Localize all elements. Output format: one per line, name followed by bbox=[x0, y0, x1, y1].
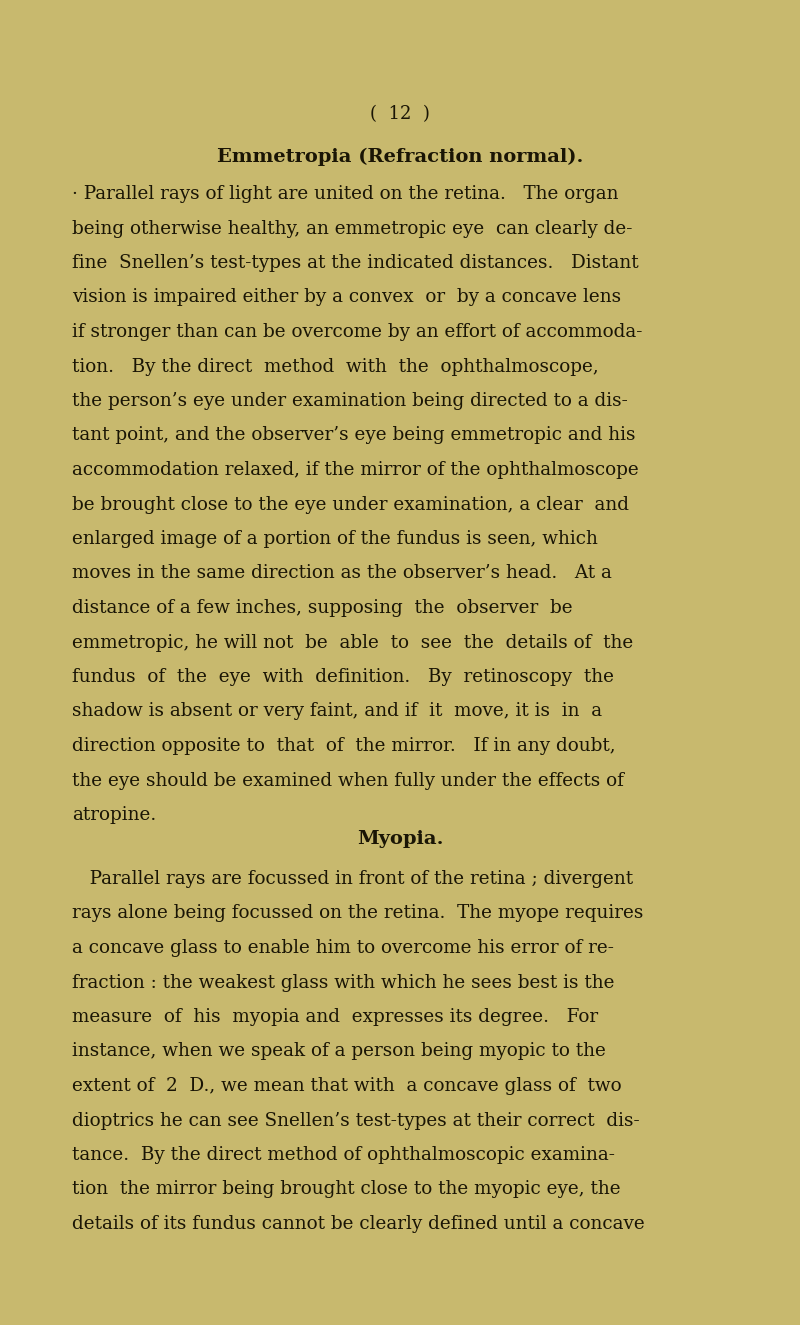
Text: distance of a few inches, supposing  the  observer  be: distance of a few inches, supposing the … bbox=[72, 599, 573, 617]
Text: instance, when we speak of a person being myopic to the: instance, when we speak of a person bein… bbox=[72, 1043, 606, 1060]
Text: Emmetropia (Refraction normal).: Emmetropia (Refraction normal). bbox=[217, 148, 583, 166]
Text: vision is impaired either by a convex  or  by a concave lens: vision is impaired either by a convex or… bbox=[72, 289, 621, 306]
Text: · Parallel rays of light are united on the retina.   The organ: · Parallel rays of light are united on t… bbox=[72, 186, 618, 203]
Text: enlarged image of a portion of the fundus is seen, which: enlarged image of a portion of the fundu… bbox=[72, 530, 598, 549]
Text: tion  the mirror being brought close to the myopic eye, the: tion the mirror being brought close to t… bbox=[72, 1181, 621, 1199]
Text: being otherwise healthy, an emmetropic eye  can clearly de-: being otherwise healthy, an emmetropic e… bbox=[72, 220, 632, 237]
Text: be brought close to the eye under examination, a clear  and: be brought close to the eye under examin… bbox=[72, 496, 629, 514]
Text: fraction : the weakest glass with which he sees best is the: fraction : the weakest glass with which … bbox=[72, 974, 614, 991]
Text: emmetropic, he will not  be  able  to  see  the  details of  the: emmetropic, he will not be able to see t… bbox=[72, 633, 634, 652]
Text: the person’s eye under examination being directed to a dis-: the person’s eye under examination being… bbox=[72, 392, 628, 409]
Text: fine  Snellen’s test-types at the indicated distances.   Distant: fine Snellen’s test-types at the indicat… bbox=[72, 254, 638, 272]
Text: Parallel rays are focussed in front of the retina ; divergent: Parallel rays are focussed in front of t… bbox=[72, 871, 633, 888]
Text: rays alone being focussed on the retina.  The myope requires: rays alone being focussed on the retina.… bbox=[72, 905, 643, 922]
Text: tion.   By the direct  method  with  the  ophthalmoscope,: tion. By the direct method with the opht… bbox=[72, 358, 598, 375]
Text: (  12  ): ( 12 ) bbox=[370, 105, 430, 123]
Text: Myopia.: Myopia. bbox=[357, 829, 443, 848]
Text: fundus  of  the  eye  with  definition.   By  retinoscopy  the: fundus of the eye with definition. By re… bbox=[72, 668, 614, 686]
Text: direction opposite to  that  of  the mirror.   If in any doubt,: direction opposite to that of the mirror… bbox=[72, 737, 616, 755]
Text: the eye should be examined when fully under the effects of: the eye should be examined when fully un… bbox=[72, 771, 624, 790]
Text: tance.  By the direct method of ophthalmoscopic examina-: tance. By the direct method of ophthalmo… bbox=[72, 1146, 615, 1163]
Text: atropine.: atropine. bbox=[72, 806, 156, 824]
Text: shadow is absent or very faint, and if  it  move, it is  in  a: shadow is absent or very faint, and if i… bbox=[72, 702, 602, 721]
Text: details of its fundus cannot be clearly defined until a concave: details of its fundus cannot be clearly … bbox=[72, 1215, 645, 1234]
Text: tant point, and the observer’s eye being emmetropic and his: tant point, and the observer’s eye being… bbox=[72, 427, 635, 444]
Text: a concave glass to enable him to overcome his error of re-: a concave glass to enable him to overcom… bbox=[72, 939, 614, 957]
Text: accommodation relaxed, if the mirror of the ophthalmoscope: accommodation relaxed, if the mirror of … bbox=[72, 461, 638, 480]
Text: moves in the same direction as the observer’s head.   At a: moves in the same direction as the obser… bbox=[72, 564, 612, 583]
Text: measure  of  his  myopia and  expresses its degree.   For: measure of his myopia and expresses its … bbox=[72, 1008, 598, 1026]
Text: dioptrics he can see Snellen’s test-types at their correct  dis-: dioptrics he can see Snellen’s test-type… bbox=[72, 1112, 640, 1129]
Text: if stronger than can be overcome by an effort of accommoda-: if stronger than can be overcome by an e… bbox=[72, 323, 642, 341]
Text: extent of  2  D., we mean that with  a concave glass of  two: extent of 2 D., we mean that with a conc… bbox=[72, 1077, 622, 1094]
